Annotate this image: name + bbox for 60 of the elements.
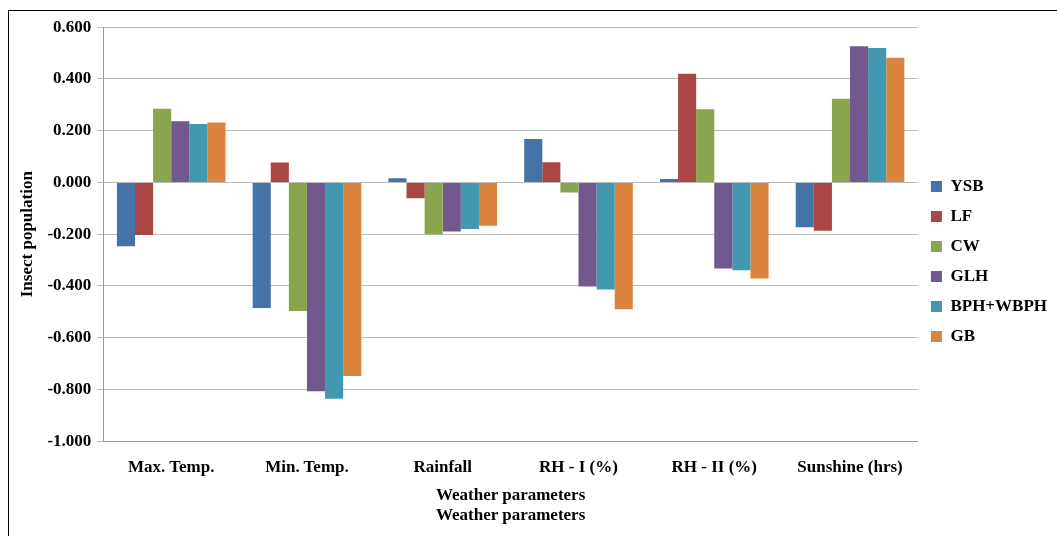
bar [813,182,832,231]
bar [270,162,289,182]
y-tick-label: 0.200 [53,120,92,140]
bar [750,182,769,279]
bar [714,182,733,269]
legend-label: YSB [950,175,984,195]
x-tick-label: RH - I (%) [539,456,618,476]
bar [560,182,579,193]
bar [153,108,172,182]
bar [189,123,208,182]
bar [795,182,814,228]
bar [678,73,697,182]
x-tick-label: Max. Temp. [127,456,215,476]
bar [831,98,851,182]
bar [614,182,633,310]
bar [171,121,190,182]
y-axis-title: Insect population [16,170,36,298]
y-tick-label: -1.000 [47,430,92,450]
bar [542,162,561,182]
y-tick-label: 0.000 [53,171,92,191]
y-tick-label: -0.600 [47,327,92,347]
bar [460,182,479,230]
x-tick-label: RH - II (%) [671,456,757,476]
legend-label: BPH+WBPH [950,295,1048,315]
y-tick-label: 0.400 [53,68,92,88]
x-tick-label: Sunshine (hrs) [797,456,903,476]
bar [732,182,751,271]
bar [134,182,154,235]
x-axis-title: Weather parameters [435,485,586,505]
bar [406,182,425,199]
bar [424,182,443,235]
bar [886,57,905,182]
bar [325,182,344,399]
legend-label: LF [950,205,973,225]
legend-label: GB [950,325,975,345]
bar [288,182,307,312]
bar [659,179,679,182]
bar [850,46,869,182]
bar [306,182,326,392]
bar [207,122,226,182]
x-tick-label: Rainfall [413,456,473,476]
y-tick-label: -0.400 [47,275,92,295]
text: Weather parameters [435,505,586,525]
bar [696,109,715,182]
legend-label: GLH [950,265,989,285]
bar [578,182,597,287]
bar [596,182,615,290]
bar [442,182,461,232]
bar [868,47,887,182]
y-tick-label: -0.200 [47,223,92,243]
bar [524,138,543,182]
bar [388,178,407,182]
y-tick-label: 0.600 [53,16,92,36]
bar [116,182,135,247]
bar [252,182,271,308]
y-tick-label: -0.800 [47,378,92,398]
bar [343,182,362,376]
bar [478,182,498,226]
legend-label: CW [950,235,980,255]
x-tick-label: Min. Temp. [265,456,349,476]
